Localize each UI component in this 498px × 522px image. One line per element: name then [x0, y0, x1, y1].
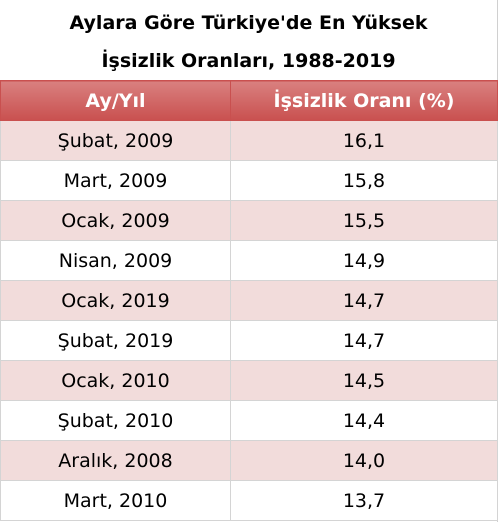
table-row: Şubat, 2010 14,4: [0, 400, 498, 441]
table-cell: Nisan, 2009: [0, 240, 231, 281]
table-cell: 14,9: [230, 240, 498, 281]
table-cell: 15,5: [230, 200, 498, 241]
header-row: Ay/Yıl İşsizlik Oranı (%): [0, 80, 498, 121]
table-cell: 15,8: [230, 160, 498, 201]
table-cell: 14,0: [230, 440, 498, 481]
table-cell: Mart, 2010: [0, 480, 231, 521]
table-cell: 14,4: [230, 400, 498, 441]
table-cell: Ocak, 2010: [0, 360, 231, 401]
table-cell: 14,7: [230, 280, 498, 321]
table-row: Şubat, 2019 14,7: [0, 320, 498, 361]
table-row: Mart, 2009 15,8: [0, 160, 498, 201]
table-cell: Şubat, 2019: [0, 320, 231, 361]
table-cell: Şubat, 2010: [0, 400, 231, 441]
table-row: Mart, 2010 13,7: [0, 480, 498, 521]
table-body: Şubat, 2009 16,1 Mart, 2009 15,8 Ocak, 2009 1…: [0, 120, 498, 521]
table-cell: Şubat, 2009: [0, 120, 231, 161]
table-cell: 14,7: [230, 320, 498, 361]
table-cell: 16,1: [230, 120, 498, 161]
column-header: İşsizlik Oranı (%): [230, 80, 498, 121]
table-cell: Mart, 2009: [0, 160, 231, 201]
table-cell: Ocak, 2009: [0, 200, 231, 241]
table-cell: 13,7: [230, 480, 498, 521]
table-row: Şubat, 2009 16,1: [0, 120, 498, 161]
title: Aylara Göre Türkiye'de En Yüksek İşsizli…: [69, 12, 428, 72]
table-row: Ocak, 2019 14,7: [0, 280, 498, 321]
table-row: Ocak, 2010 14,5: [0, 360, 498, 401]
table-cell: Ocak, 2019: [0, 280, 231, 321]
table-row: Ocak, 2009 15,5: [0, 200, 498, 241]
column-header: Ay/Yıl: [0, 80, 231, 121]
table-row: Aralık, 2008 14,0: [0, 440, 498, 481]
table: Ay/Yıl İşsizlik Oranı (%) Şubat, 2009 16,1…: [0, 80, 498, 521]
table-row: Nisan, 2009 14,9: [0, 240, 498, 281]
table-cell: Aralık, 2008: [0, 440, 231, 481]
table-cell: 14,5: [230, 360, 498, 401]
